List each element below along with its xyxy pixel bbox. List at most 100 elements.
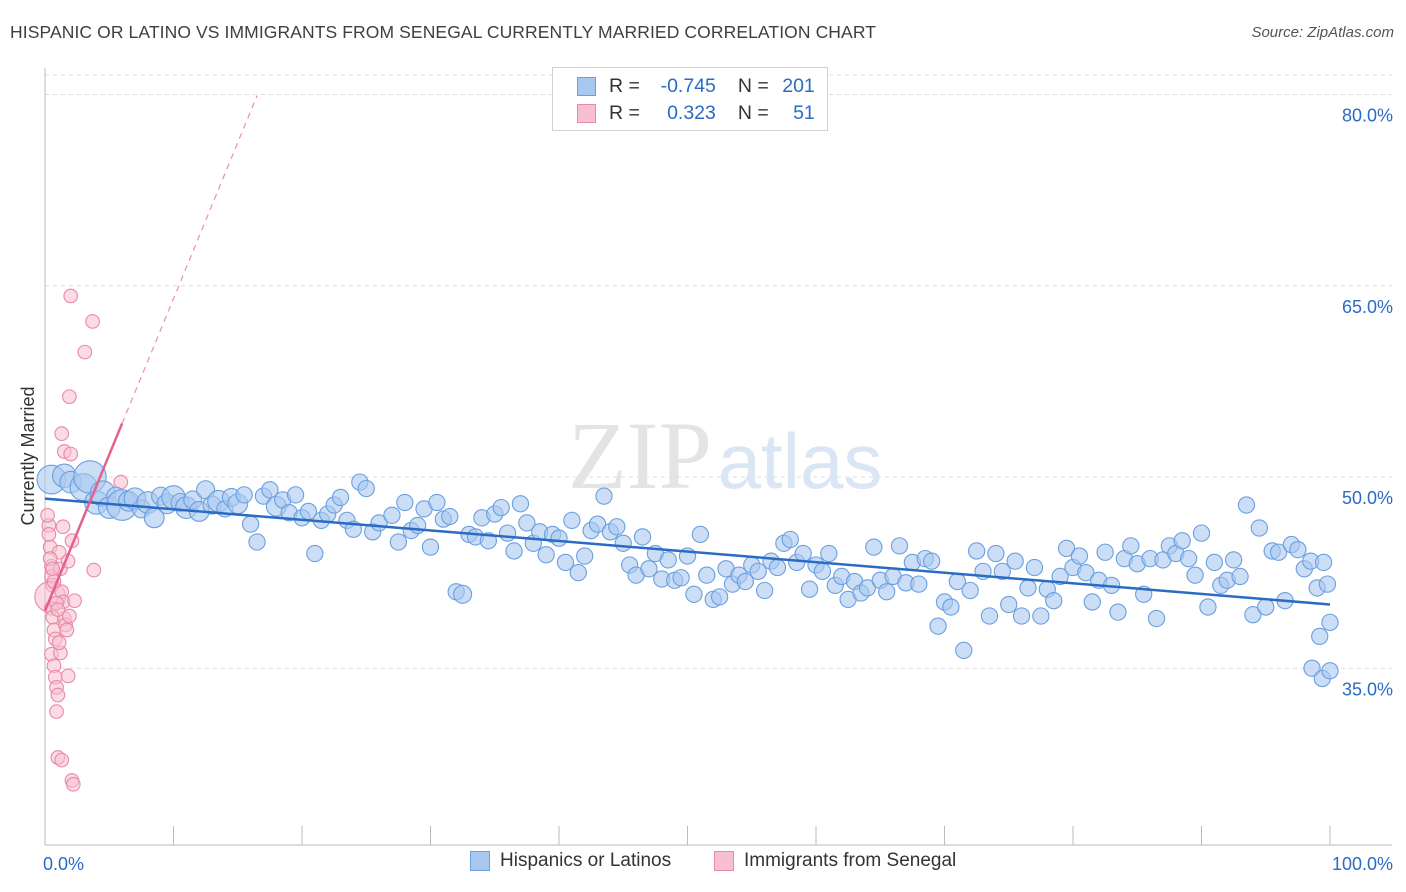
data-point-hispanic bbox=[1057, 539, 1076, 558]
data-point-hispanic bbox=[768, 558, 787, 577]
data-point-senegal bbox=[50, 602, 66, 617]
data-point-hispanic bbox=[659, 551, 677, 569]
data-point-hispanic bbox=[755, 581, 774, 600]
data-point-senegal bbox=[40, 507, 55, 523]
data-point-hispanic bbox=[1269, 543, 1288, 561]
data-point-hispanic bbox=[261, 481, 279, 499]
legend-n-label: N = bbox=[737, 101, 769, 124]
data-point-hispanic bbox=[1070, 547, 1089, 565]
data-point-senegal bbox=[50, 687, 66, 703]
data-point-hispanic bbox=[556, 553, 575, 572]
data-point-hispanic bbox=[878, 583, 896, 601]
y-axis-label: Currently Married bbox=[18, 386, 38, 525]
data-point-hispanic bbox=[453, 584, 473, 604]
data-point-hispanic bbox=[1045, 592, 1063, 610]
data-point-hispanic bbox=[537, 546, 555, 564]
data-point-hispanic bbox=[441, 507, 459, 526]
data-point-hispanic bbox=[614, 534, 632, 552]
x-tick-label: 0.0% bbox=[43, 854, 84, 874]
data-point-senegal bbox=[49, 704, 64, 719]
data-point-senegal bbox=[62, 389, 77, 405]
data-point-hispanic bbox=[1311, 627, 1329, 646]
data-point-hispanic bbox=[1186, 566, 1204, 584]
data-point-hispanic bbox=[1000, 595, 1018, 614]
trend-line-senegal bbox=[43, 422, 124, 612]
correlation-legend: R = -0.745 N = 201 R = 0.323 N = 51 bbox=[552, 67, 828, 131]
data-point-senegal bbox=[62, 608, 77, 624]
data-point-hispanic bbox=[1321, 662, 1339, 680]
data-point-senegal bbox=[51, 635, 67, 651]
data-point-senegal bbox=[54, 426, 70, 442]
data-point-hispanic bbox=[736, 572, 754, 591]
legend-r-value: 0.323 bbox=[667, 101, 716, 124]
data-point-hispanic bbox=[1012, 607, 1031, 625]
data-point-senegal bbox=[60, 668, 76, 684]
data-point-hispanic bbox=[498, 524, 517, 542]
legend-row-senegal: R = 0.323 N = 51 bbox=[577, 99, 815, 127]
data-point-hispanic bbox=[331, 488, 350, 507]
data-point-senegal bbox=[86, 562, 102, 578]
series-legend: Hispanics or Latinos Immigrants from Sen… bbox=[0, 850, 1406, 878]
data-point-hispanic bbox=[550, 529, 568, 547]
data-point-hispanic bbox=[800, 580, 819, 598]
data-point-hispanic bbox=[1244, 606, 1262, 624]
data-point-hispanic bbox=[1224, 551, 1243, 569]
legend-swatch-hispanic bbox=[577, 76, 596, 96]
data-point-hispanic bbox=[1077, 563, 1095, 582]
data-point-hispanic bbox=[408, 516, 427, 535]
data-point-hispanic bbox=[608, 518, 626, 536]
data-point-hispanic bbox=[1192, 524, 1211, 542]
tick-labels: 35.0% 50.0% 65.0% 80.0% 0.0% 100.0% bbox=[43, 106, 1393, 875]
data-point-hispanic bbox=[980, 607, 999, 625]
data-point-hispanic bbox=[858, 579, 877, 597]
data-point-hispanic bbox=[306, 544, 324, 563]
data-point-hispanic bbox=[640, 560, 658, 578]
legend-label-hispanic: Hispanics or Latinos bbox=[500, 850, 672, 871]
legend-swatch-senegal bbox=[577, 103, 596, 123]
y-tick-label: 50.0% bbox=[1342, 488, 1393, 508]
legend-swatch-senegal bbox=[714, 851, 734, 871]
data-point-hispanic bbox=[1289, 541, 1307, 559]
data-point-hispanic bbox=[1205, 553, 1224, 572]
data-point-hispanic bbox=[1231, 567, 1249, 586]
data-point-hispanic bbox=[1051, 567, 1069, 586]
data-point-hispanic bbox=[248, 533, 266, 551]
watermark: ZIP atlas bbox=[568, 402, 882, 509]
data-point-hispanic bbox=[685, 585, 703, 603]
legend-n-value: 201 bbox=[782, 74, 815, 97]
data-point-hispanic bbox=[1032, 607, 1050, 625]
data-point-hispanic bbox=[749, 562, 767, 581]
legend-n-value: 51 bbox=[793, 101, 815, 124]
data-point-hispanic bbox=[1019, 579, 1037, 597]
data-point-hispanic bbox=[505, 542, 523, 560]
y-tick-label: 35.0% bbox=[1342, 679, 1393, 699]
data-point-hispanic bbox=[1147, 609, 1166, 628]
data-point-hispanic bbox=[1109, 603, 1127, 621]
data-point-hispanic bbox=[286, 486, 305, 504]
legend-label-senegal: Immigrants from Senegal bbox=[744, 850, 957, 871]
x-tick-label: 100.0% bbox=[1332, 854, 1393, 874]
data-point-hispanic bbox=[967, 542, 986, 560]
data-point-hispanic bbox=[492, 498, 510, 517]
data-point-senegal bbox=[54, 752, 70, 768]
data-point-hispanic bbox=[794, 544, 812, 563]
data-point-hispanic bbox=[389, 533, 408, 551]
data-point-hispanic bbox=[1199, 598, 1217, 616]
data-point-hispanic bbox=[1250, 519, 1268, 537]
data-point-hispanic bbox=[955, 641, 973, 660]
data-point-hispanic bbox=[1122, 537, 1140, 555]
y-tick-label: 80.0% bbox=[1342, 106, 1393, 126]
data-point-senegal bbox=[59, 622, 75, 638]
data-point-hispanic bbox=[691, 525, 710, 544]
data-point-hispanic bbox=[710, 588, 729, 606]
data-point-hispanic bbox=[1237, 496, 1256, 514]
data-point-hispanic bbox=[1096, 543, 1114, 561]
data-point-senegal bbox=[63, 446, 79, 462]
data-point-hispanic bbox=[865, 538, 883, 556]
y-tick-label: 65.0% bbox=[1342, 297, 1393, 317]
data-point-hispanic bbox=[987, 544, 1005, 563]
senegal-points bbox=[34, 288, 129, 792]
chart-title: HISPANIC OR LATINO VS IMMIGRANTS FROM SE… bbox=[10, 22, 877, 42]
data-point-hispanic bbox=[518, 514, 536, 532]
